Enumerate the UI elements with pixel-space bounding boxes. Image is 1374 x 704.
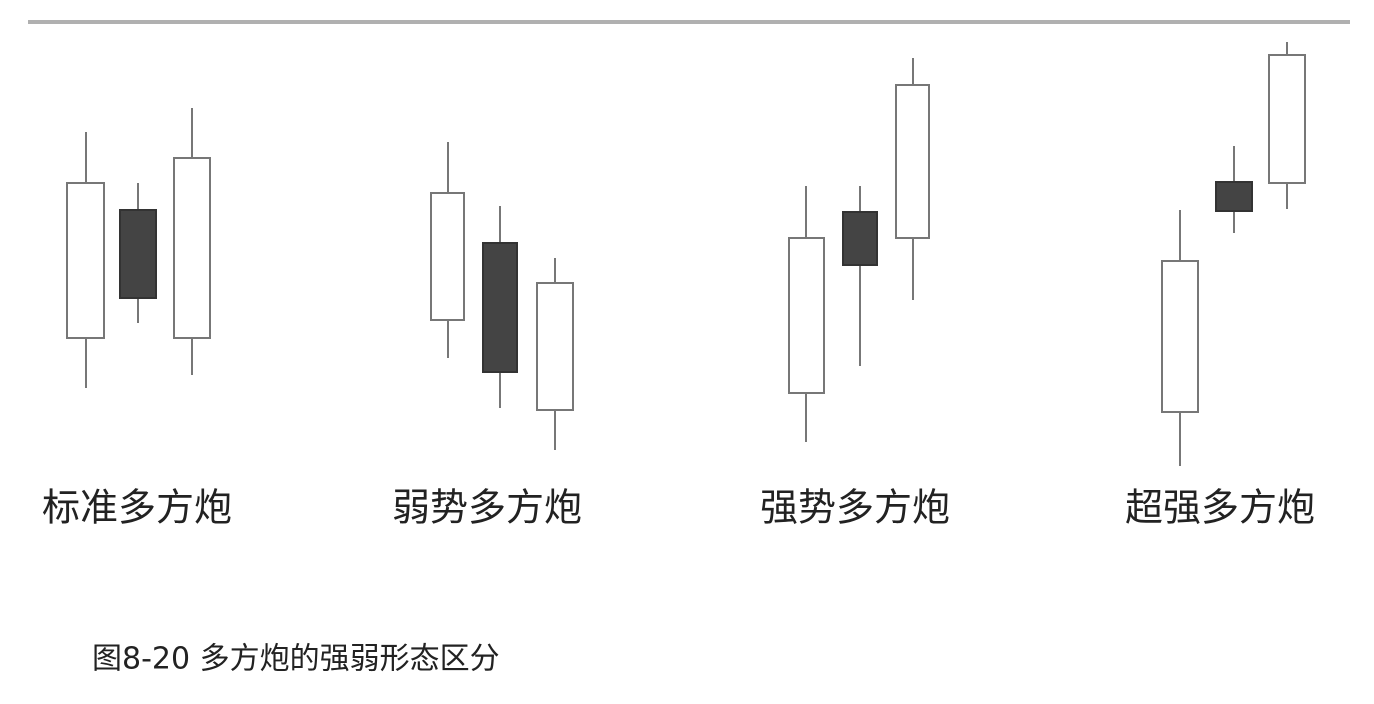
pattern-label: 弱势多方炮 <box>392 486 582 530</box>
candle-up <box>66 182 105 339</box>
candle-up <box>1268 54 1306 184</box>
candle-down <box>842 211 878 266</box>
candle-up <box>788 237 825 394</box>
pattern-label: 超强多方炮 <box>1125 486 1315 530</box>
candle-down <box>119 209 157 299</box>
candle-up <box>430 192 465 321</box>
pattern-strong <box>788 58 930 442</box>
candle-up <box>173 157 211 339</box>
candle-down <box>1215 181 1253 212</box>
candle-up <box>895 84 930 239</box>
pattern-label: 标准多方炮 <box>42 486 232 530</box>
pattern-super-strong <box>1161 42 1306 466</box>
pattern-weak <box>430 142 574 450</box>
candle-up <box>1161 260 1199 413</box>
candle-down <box>482 242 518 373</box>
top-rule <box>28 20 1350 24</box>
pattern-label: 强势多方炮 <box>760 486 950 530</box>
figure-caption: 图8-20 多方炮的强弱形态区分 <box>92 642 500 677</box>
candle-up <box>536 282 574 411</box>
pattern-standard <box>66 108 211 388</box>
